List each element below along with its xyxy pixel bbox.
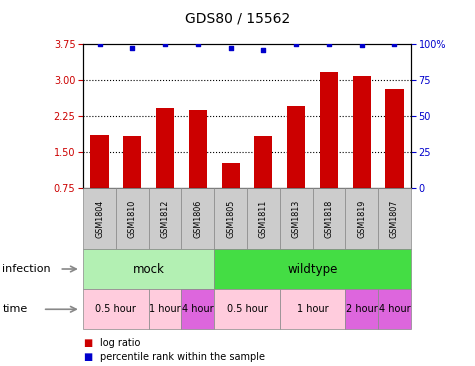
Text: GSM1810: GSM1810 [128, 199, 137, 238]
Text: GSM1813: GSM1813 [292, 199, 301, 238]
Text: GSM1804: GSM1804 [95, 199, 104, 238]
Bar [320, 72, 338, 188]
Text: 2 hour: 2 hour [346, 304, 378, 314]
Text: ■: ■ [83, 338, 92, 348]
Text: GSM1805: GSM1805 [226, 199, 235, 238]
Point [194, 41, 201, 47]
Text: percentile rank within the sample: percentile rank within the sample [100, 352, 265, 362]
Text: GSM1807: GSM1807 [390, 199, 399, 238]
Text: GSM1811: GSM1811 [259, 199, 268, 238]
Text: log ratio: log ratio [100, 338, 140, 348]
Text: 4 hour: 4 hour [379, 304, 410, 314]
Bar [222, 164, 239, 188]
Text: GSM1806: GSM1806 [193, 199, 202, 238]
Text: time: time [2, 304, 28, 314]
Bar [189, 110, 207, 188]
Bar [124, 137, 141, 188]
Text: infection: infection [2, 264, 51, 274]
Bar [156, 108, 174, 188]
Text: mock: mock [133, 262, 165, 276]
Point [390, 41, 398, 47]
Point [95, 41, 104, 47]
Bar [386, 89, 403, 188]
Text: 1 hour: 1 hour [297, 304, 328, 314]
Text: GSM1812: GSM1812 [161, 199, 170, 238]
Bar [91, 135, 108, 188]
Point [128, 45, 136, 51]
Text: ■: ■ [83, 352, 92, 362]
Point [358, 42, 366, 48]
Point [325, 41, 332, 47]
Point [227, 45, 235, 51]
Text: 0.5 hour: 0.5 hour [227, 304, 267, 314]
Point [292, 41, 300, 47]
Bar [255, 137, 272, 188]
Text: GDS80 / 15562: GDS80 / 15562 [185, 12, 290, 26]
Text: wildtype: wildtype [287, 262, 338, 276]
Text: 0.5 hour: 0.5 hour [95, 304, 136, 314]
Bar [353, 76, 370, 188]
Text: GSM1818: GSM1818 [324, 199, 333, 238]
Bar [287, 106, 305, 188]
Text: 4 hour: 4 hour [182, 304, 214, 314]
Text: 1 hour: 1 hour [149, 304, 181, 314]
Point [161, 41, 169, 47]
Point [259, 47, 267, 53]
Text: GSM1819: GSM1819 [357, 199, 366, 238]
